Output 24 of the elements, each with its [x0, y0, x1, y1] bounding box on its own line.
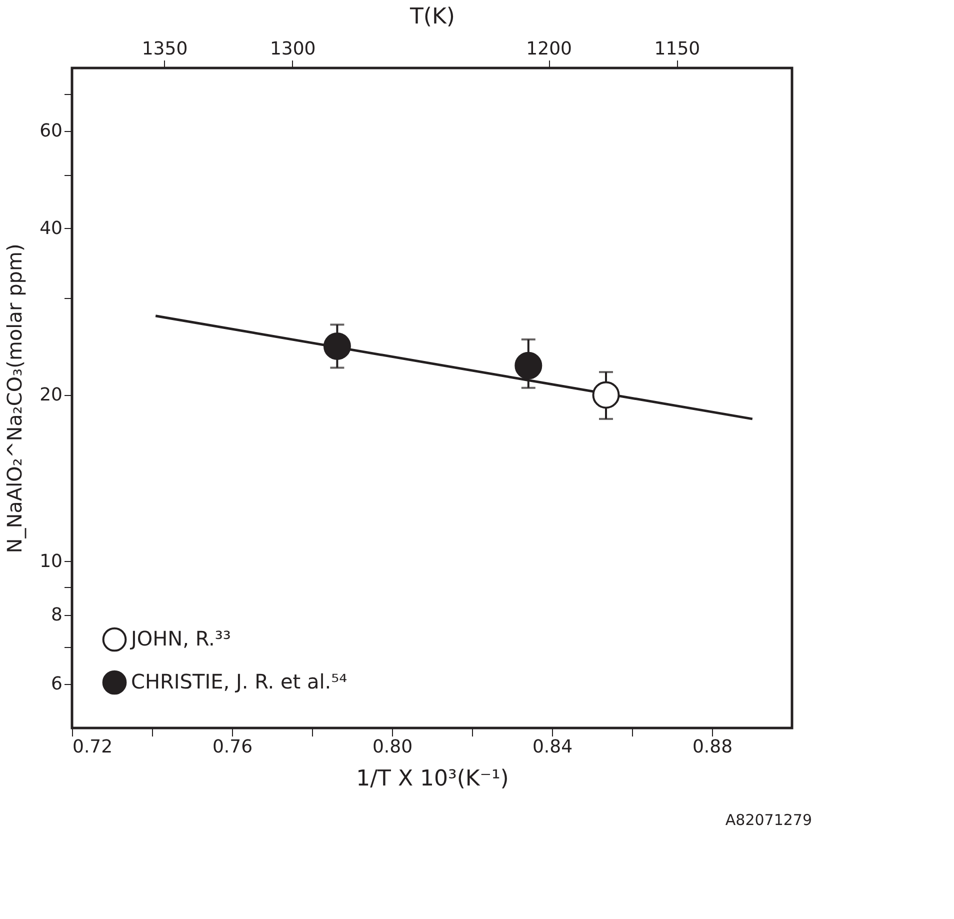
- x2-tick-label: 1300: [270, 38, 316, 60]
- x-tick-label: 0.80: [372, 736, 413, 758]
- y-axis-title: N_NaAlO₂^Na₂CO₃(molar ppm): [2, 244, 27, 554]
- point: [514, 352, 542, 380]
- x2-tick-label: 1200: [526, 38, 572, 60]
- y-tick-label: 20: [40, 384, 62, 406]
- point: [592, 381, 620, 409]
- y-tick-label: 40: [40, 218, 62, 239]
- text: A82071279: [725, 811, 812, 829]
- x2-axis-title: T(K): [408, 4, 456, 30]
- legend-label: CHRISTIE, J. R. et al.⁵⁴: [131, 670, 348, 694]
- point: [323, 332, 351, 360]
- y-tick-label: 60: [40, 120, 62, 142]
- x-tick-label: 0.72: [72, 736, 113, 758]
- x-tick-label: 0.88: [692, 736, 733, 758]
- y-tick-label: 10: [40, 550, 62, 572]
- x2-tick-label: 1350: [142, 38, 188, 60]
- x2-tick-label: 1150: [654, 38, 700, 60]
- x-tick-label: 0.76: [212, 736, 253, 758]
- x-tick-label: 0.84: [532, 736, 573, 758]
- y-tick-label: 8: [51, 604, 62, 626]
- legend-label: JOHN, R.³³: [129, 626, 231, 650]
- y-tick-label: 6: [51, 674, 62, 695]
- x-axis-title: 1/T X 10³(K⁻¹): [356, 766, 509, 792]
